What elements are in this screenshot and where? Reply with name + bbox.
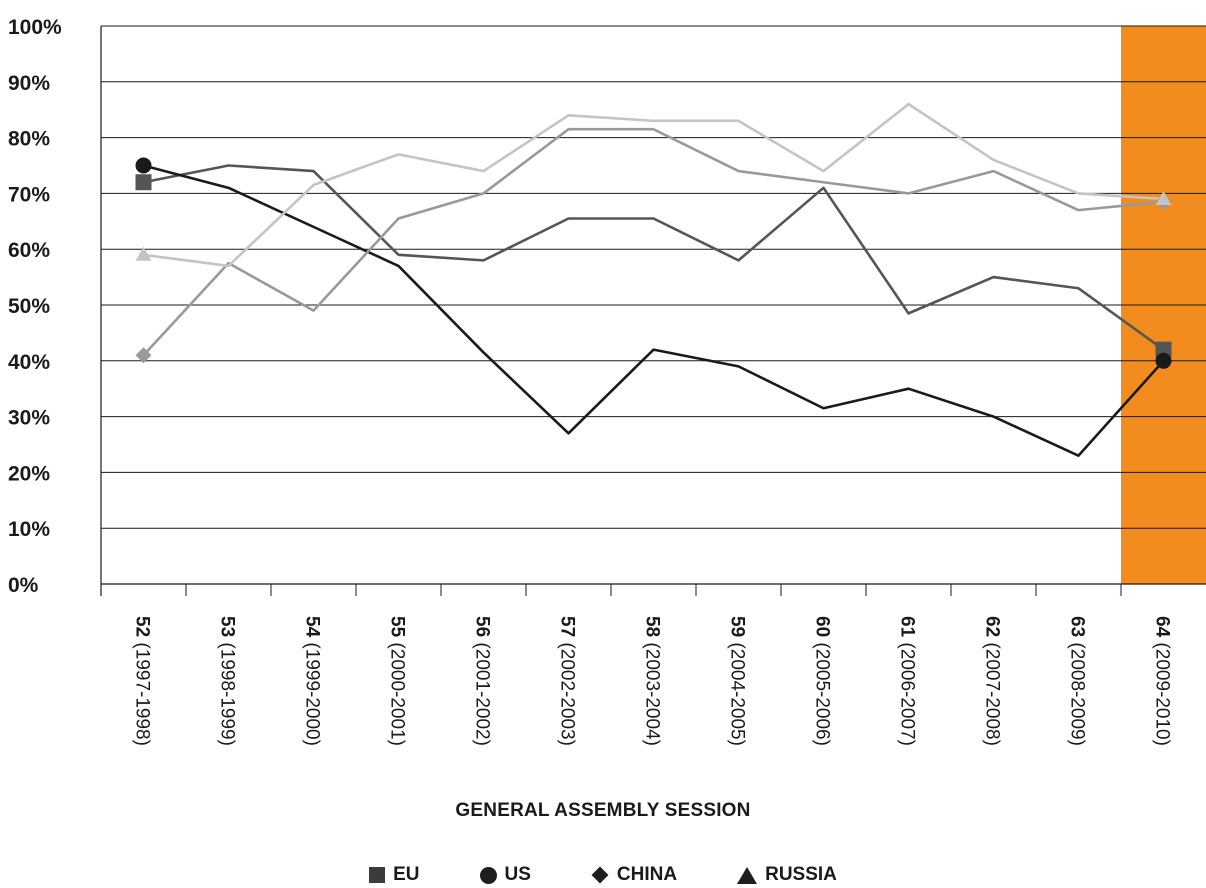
legend-item-us: US: [479, 864, 531, 886]
legend-label: US: [504, 864, 531, 885]
y-tick-label: 100%: [8, 16, 62, 39]
marker-eu: [1155, 341, 1172, 358]
triangle-icon: [737, 866, 758, 884]
y-tick-label: 80%: [8, 128, 50, 151]
x-tick-label: 63 (2008-2009): [1067, 616, 1088, 746]
legend-item-russia: RUSSIA: [737, 864, 837, 886]
y-tick-label: 40%: [8, 351, 50, 374]
y-tick-label: 10%: [8, 518, 50, 541]
series-line-china: [142, 127, 1164, 357]
series-line-eu: [143, 164, 1165, 351]
diamond-icon: [591, 866, 609, 884]
x-tick-label: 64 (2009-2010): [1152, 616, 1173, 746]
marker-us: [135, 157, 152, 174]
x-axis-title: GENERAL ASSEMBLY SESSION: [455, 800, 751, 821]
marker-us: [1155, 352, 1172, 369]
legend-label: EU: [393, 864, 420, 885]
chart: 0% 10% 20% 30% 40% 50% 60% 70% 80% 90% 100% 52 (19…: [8, 16, 1206, 746]
y-tick-label: 30%: [8, 407, 50, 430]
x-tick-label: 58 (2003-2004): [642, 616, 663, 746]
x-tick-label: 55 (2000-2001): [387, 616, 408, 746]
legend-label: RUSSIA: [765, 864, 837, 885]
x-tick-label: 53 (1998-1999): [217, 616, 238, 746]
legend: EU US CHINA RUSSIA: [0, 862, 1206, 888]
x-tick-label: 60 (2005-2006): [812, 616, 833, 746]
y-tick-label: 0%: [8, 574, 39, 597]
x-tick-label: 62 (2007-2008): [982, 616, 1003, 746]
y-tick-label: 90%: [8, 72, 50, 95]
circle-icon: [479, 866, 497, 884]
x-tick-label: 54 (1999-2000): [302, 616, 323, 746]
y-tick-label: 50%: [8, 295, 50, 318]
marker-eu: [135, 174, 152, 191]
marker-china: [135, 347, 152, 364]
x-tick-label: 57 (2002-2003): [557, 616, 578, 746]
square-icon: [369, 867, 386, 883]
legend-item-china: CHINA: [591, 864, 677, 886]
y-tick-label: 70%: [8, 183, 50, 206]
legend-item-eu: EU: [369, 864, 420, 886]
x-tick-label: 59 (2004-2005): [727, 616, 748, 746]
legend-label: CHINA: [616, 864, 678, 885]
x-tick-label: 61 (2006-2007): [897, 616, 918, 746]
marker-russia: [1155, 190, 1172, 205]
x-tick-label: 56 (2001-2002): [472, 616, 493, 746]
series-line-us: [143, 164, 1165, 457]
series-line-russia: [143, 102, 1164, 268]
y-tick-label: 60%: [8, 239, 50, 262]
marker-russia: [135, 246, 152, 261]
x-tick-label: 52 (1997-1998): [132, 616, 153, 746]
y-tick-label: 20%: [8, 462, 50, 485]
